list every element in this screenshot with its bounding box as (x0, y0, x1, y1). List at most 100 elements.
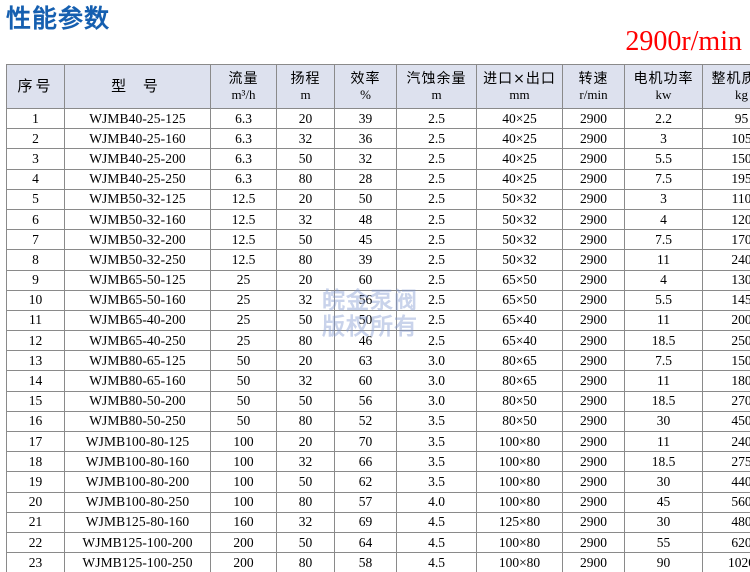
cell-value: 2.5 (396, 188, 477, 210)
cell-value: 3 (624, 188, 703, 210)
cell-value: 18.5 (624, 451, 703, 473)
cell-value: 40×25 (476, 107, 563, 130)
cell-model: WJMB50-32-200 (64, 229, 211, 251)
cell-value: 2900 (562, 188, 625, 210)
cell-value: 240 (702, 430, 750, 453)
cell-value: 80 (276, 330, 335, 352)
cell-value: 50×32 (476, 188, 563, 210)
column-header-label-2: 流量 (228, 70, 259, 87)
table-header: 序号型 号流量 m³/h 扬程 m 效率% 汽蚀余量 m 进口×出口 mm 转速 r/min 电机功率… (6, 64, 750, 109)
cell-value: 195 (702, 168, 750, 190)
cell-value: 50 (276, 148, 335, 170)
cell-model: WJMB80-50-250 (64, 410, 211, 433)
table-row: 22 WJMB125-100-200 200 50 64 4.5 100×80 2900 55 6… (6, 531, 750, 554)
cell-value: 60 (334, 269, 397, 291)
cell-value: 150 (702, 350, 750, 372)
column-header-unit-2: m³/h (231, 86, 256, 102)
cell-value: 2.5 (396, 330, 477, 352)
cell-index: 22 (6, 531, 65, 554)
cell-value: 20 (276, 430, 335, 453)
cell-value: 2900 (562, 168, 625, 190)
cell-index: 1 (6, 107, 65, 130)
cell-value: 100×80 (476, 451, 563, 473)
cell-value: 28 (334, 168, 397, 190)
table-row: 12 WJMB65-40-250 25 80 46 2.5 65×40 2900 18.5 250 (6, 330, 750, 352)
cell-index: 14 (6, 370, 65, 392)
cell-value: 125×80 (476, 511, 563, 533)
cell-value: 50 (276, 229, 335, 251)
cell-value: 80×50 (476, 390, 563, 412)
cell-value: 2.5 (396, 309, 477, 332)
cell-value: 7.5 (624, 229, 703, 251)
page-title: 性能参数 (6, 4, 111, 33)
cell-index: 12 (6, 330, 65, 352)
cell-value: 250 (702, 330, 750, 352)
cell-value: 2.5 (396, 289, 477, 311)
table-row: 1 WJMB40-25-125 6.3 20 39 2.5 40×25 2900 2.2 95 (6, 107, 750, 130)
column-header-label-3: 扬程 (290, 70, 321, 87)
performance-table-container: 序号型 号流量 m³/h 扬程 m 效率% 汽蚀余量 m 进口×出口 mm 转速 r/min 电机功率… (6, 64, 750, 572)
cell-value: 120 (702, 208, 750, 231)
cell-value: 50 (210, 350, 277, 372)
cell-value: 1020 (702, 552, 750, 572)
cell-value: 160 (210, 511, 277, 533)
cell-value: 6.3 (210, 107, 277, 130)
cell-value: 65×40 (476, 309, 563, 332)
cell-value: 4.5 (396, 511, 477, 533)
column-header-8: 电机功率 kw (624, 64, 703, 109)
column-header-label-0: 序号 (17, 76, 54, 95)
table-row: 13 WJMB80-65-125 50 20 63 3.0 80×65 2900 7.5 150 (6, 350, 750, 372)
column-header-unit-4: % (360, 86, 371, 102)
cell-value: 40×25 (476, 128, 563, 150)
cell-model: WJMB40-25-125 (64, 107, 211, 130)
cell-value: 110 (702, 188, 750, 210)
column-header-unit-5: m (431, 86, 442, 102)
cell-model: WJMB40-25-160 (64, 128, 211, 150)
cell-index: 21 (6, 511, 65, 533)
cell-model: WJMB40-25-200 (64, 148, 211, 170)
cell-value: 20 (276, 188, 335, 210)
cell-value: 2.2 (624, 107, 703, 130)
cell-value: 100 (210, 491, 277, 513)
cell-value: 4 (624, 208, 703, 231)
cell-index: 15 (6, 390, 65, 412)
cell-value: 80 (276, 552, 335, 572)
cell-value: 3.5 (396, 410, 477, 433)
cell-model: WJMB50-32-250 (64, 249, 211, 271)
cell-value: 5.5 (624, 289, 703, 311)
cell-index: 7 (6, 229, 65, 251)
cell-index: 9 (6, 269, 65, 291)
cell-value: 2900 (562, 552, 625, 572)
cell-value: 3 (624, 128, 703, 150)
cell-value: 69 (334, 511, 397, 533)
cell-value: 18.5 (624, 390, 703, 412)
cell-value: 39 (334, 249, 397, 271)
cell-value: 80 (276, 168, 335, 190)
cell-value: 20 (276, 350, 335, 372)
cell-value: 65×50 (476, 289, 563, 311)
cell-value: 56 (334, 289, 397, 311)
cell-value: 2900 (562, 107, 625, 130)
cell-value: 50 (210, 390, 277, 412)
cell-model: WJMB100-80-125 (64, 430, 211, 453)
cell-value: 66 (334, 451, 397, 473)
table-row: 11 WJMB65-40-200 25 50 50 2.5 65×40 2900 11 200 (6, 309, 750, 332)
cell-value: 6.3 (210, 128, 277, 150)
cell-value: 2.5 (396, 208, 477, 231)
cell-value: 2900 (562, 511, 625, 533)
cell-value: 3.0 (396, 390, 477, 412)
cell-model: WJMB65-40-250 (64, 330, 211, 352)
cell-value: 2900 (562, 128, 625, 150)
cell-index: 2 (6, 128, 65, 150)
cell-index: 23 (6, 552, 65, 572)
cell-value: 12.5 (210, 188, 277, 210)
cell-value: 2900 (562, 309, 625, 332)
cell-value: 50 (334, 309, 397, 332)
cell-value: 100 (210, 430, 277, 453)
table-row: 21 WJMB125-80-160 160 32 69 4.5 125×80 2900 30 48… (6, 511, 750, 533)
cell-value: 62 (334, 471, 397, 493)
cell-value: 7.5 (624, 168, 703, 190)
cell-index: 6 (6, 208, 65, 231)
cell-value: 2.5 (396, 107, 477, 130)
cell-value: 3.5 (396, 471, 477, 493)
